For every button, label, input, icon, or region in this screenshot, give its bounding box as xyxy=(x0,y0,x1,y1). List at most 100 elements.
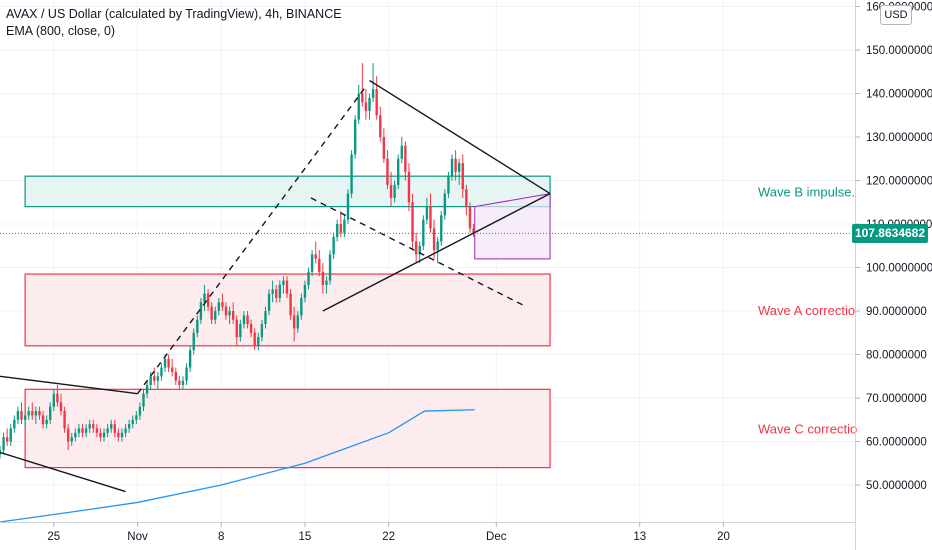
candle-body xyxy=(27,411,30,416)
candle-body xyxy=(447,176,450,194)
candle-body xyxy=(106,428,109,433)
candle-body xyxy=(300,297,303,316)
candle-body xyxy=(257,337,260,346)
lower-wedge-line[interactable] xyxy=(322,192,551,312)
zone-box xyxy=(24,175,551,208)
candle-body xyxy=(253,332,256,346)
ema-line xyxy=(0,409,475,523)
candle-body xyxy=(343,219,346,233)
candle-body xyxy=(203,293,206,303)
y-tick-label: 130.0000000 xyxy=(866,132,932,144)
candle-body xyxy=(336,224,339,238)
candle-body xyxy=(264,311,267,325)
candle-body xyxy=(332,237,335,255)
candle-body xyxy=(400,145,403,159)
candle-body xyxy=(102,432,106,438)
candle-body xyxy=(63,411,66,429)
upper-wedge-line[interactable] xyxy=(369,79,551,195)
candle-body xyxy=(45,419,48,425)
y-tick-label: 80.0000000 xyxy=(866,350,927,362)
projection-dashed-line[interactable] xyxy=(310,197,527,308)
candle-body xyxy=(418,245,421,255)
candle-body xyxy=(267,293,271,312)
target-box xyxy=(474,192,551,260)
candle-body xyxy=(414,241,418,255)
candle-body xyxy=(117,432,120,438)
price-axis[interactable]: 160.0000000150.0000000140.0000000130.000… xyxy=(855,2,932,493)
candle-body xyxy=(461,163,464,190)
zone-box xyxy=(24,388,551,469)
candle-body xyxy=(231,311,235,320)
candle-body xyxy=(95,428,99,433)
candle-body xyxy=(422,219,425,246)
y-tick-label: 150.0000000 xyxy=(866,45,932,57)
candle-body xyxy=(81,428,84,433)
candle-body xyxy=(468,206,472,229)
trend-lines xyxy=(0,79,551,493)
candle-body xyxy=(124,428,127,433)
ema-layer xyxy=(0,409,475,523)
zone-label: Wave B impulse. xyxy=(758,184,855,199)
candle-body xyxy=(246,315,249,325)
candle-body xyxy=(472,228,475,233)
currency-button[interactable]: USD xyxy=(880,5,912,25)
candle-body xyxy=(178,380,181,385)
candle-body xyxy=(149,376,152,385)
candle-body xyxy=(339,224,342,233)
candle-body xyxy=(379,115,382,138)
zone-label: Wave A correctio xyxy=(758,303,855,318)
x-tick-label: 25 xyxy=(47,531,60,543)
candle-body xyxy=(145,384,149,394)
candle-body xyxy=(364,102,368,111)
prior-lower-trend-line[interactable] xyxy=(0,451,126,493)
candle-body xyxy=(285,280,289,294)
candle-body xyxy=(217,302,221,312)
time-axis[interactable]: 25 Nov 8 15 22 Dec 13 20 xyxy=(47,522,730,543)
y-tick-label: 90.0000000 xyxy=(866,306,927,318)
candle-body xyxy=(138,406,142,416)
symbol-title[interactable]: AVAX / US Dollar (calculated by TradingV… xyxy=(6,7,342,21)
candle-body xyxy=(2,437,5,451)
candle-body xyxy=(52,393,56,407)
candle-body xyxy=(228,311,231,316)
impulse-dashed-line[interactable] xyxy=(136,84,368,395)
candle-body xyxy=(153,376,156,381)
candle-body xyxy=(199,302,203,320)
candle-body xyxy=(59,402,63,412)
candle-body xyxy=(411,202,414,242)
candle-body xyxy=(163,358,167,368)
candle-body xyxy=(188,350,192,368)
y-tick-label: 70.0000000 xyxy=(866,393,927,405)
candle-body xyxy=(389,184,393,198)
x-tick-label: 22 xyxy=(382,531,395,543)
candle-body xyxy=(282,280,285,285)
candle-body xyxy=(156,376,160,381)
candle-body xyxy=(275,289,278,298)
candle-body xyxy=(9,428,12,442)
candle-body xyxy=(249,324,253,333)
zone-label: Wave C correctio xyxy=(758,421,857,436)
prior-upper-trend-line[interactable] xyxy=(0,375,138,395)
candle-body xyxy=(13,419,16,429)
candle-body xyxy=(66,428,70,442)
candle-body xyxy=(242,315,246,325)
chart-legend: AVAX / US Dollar (calculated by TradingV… xyxy=(6,6,342,40)
candle-body xyxy=(278,284,282,298)
indicator-title[interactable]: EMA (800, close, 0) xyxy=(6,24,116,38)
x-tick-label: Dec xyxy=(486,531,507,543)
candle-body xyxy=(5,437,9,442)
candle-body xyxy=(224,306,228,316)
candle-body xyxy=(307,271,310,285)
candle-body xyxy=(404,145,407,172)
candle-body xyxy=(41,415,45,425)
candle-body xyxy=(221,302,224,307)
candle-body xyxy=(361,93,364,103)
candle-body xyxy=(386,158,389,185)
last-price-label: 107.8634682 xyxy=(852,223,928,243)
candle-body xyxy=(436,241,439,251)
candle-body xyxy=(131,419,134,425)
candle-body xyxy=(92,424,95,429)
candle-body xyxy=(328,254,332,281)
candle-body xyxy=(443,193,447,216)
